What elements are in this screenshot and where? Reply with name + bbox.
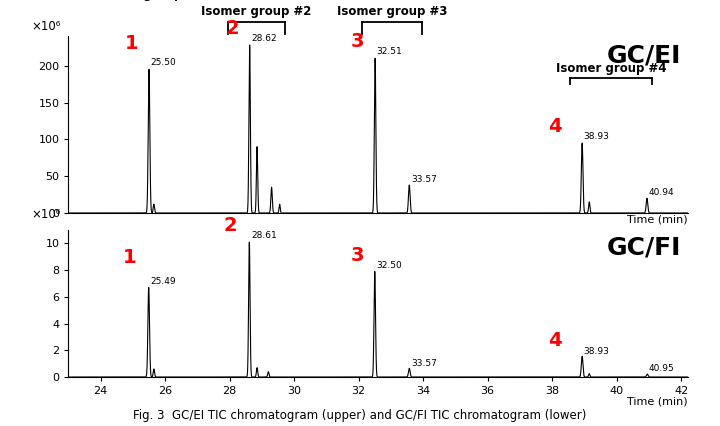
Text: ×10⁶: ×10⁶	[31, 20, 60, 33]
Text: 3: 3	[351, 32, 364, 51]
Text: 38.93: 38.93	[584, 132, 610, 141]
Text: 38.93: 38.93	[584, 347, 610, 356]
Text: GC/FI: GC/FI	[607, 236, 681, 260]
Text: 32.51: 32.51	[377, 47, 402, 56]
Text: ×10⁶: ×10⁶	[31, 208, 60, 221]
Text: 4: 4	[548, 117, 562, 135]
Text: 1: 1	[122, 248, 136, 268]
Text: 33.57: 33.57	[411, 175, 437, 184]
Text: 2: 2	[225, 19, 239, 37]
Text: 32.50: 32.50	[377, 261, 402, 270]
Text: 2: 2	[223, 216, 237, 236]
Text: 4: 4	[548, 331, 562, 350]
Text: GC/EI: GC/EI	[607, 43, 681, 67]
Text: 40.94: 40.94	[649, 188, 674, 197]
Text: Time (min): Time (min)	[627, 396, 688, 406]
Text: Isomer group #1: Isomer group #1	[94, 0, 204, 1]
Text: Isomer group #2: Isomer group #2	[202, 5, 312, 17]
Text: 33.57: 33.57	[411, 359, 437, 368]
Text: 28.61: 28.61	[251, 231, 276, 240]
Text: Fig. 3  GC/EI TIC chromatogram (upper) and GC/FI TIC chromatogram (lower): Fig. 3 GC/EI TIC chromatogram (upper) an…	[133, 409, 587, 422]
Text: Time (min): Time (min)	[627, 215, 688, 225]
Text: Isomer group #4: Isomer group #4	[556, 61, 666, 75]
Text: 25.50: 25.50	[150, 58, 176, 67]
Text: 40.95: 40.95	[649, 364, 675, 374]
Text: 28.62: 28.62	[251, 34, 277, 43]
Text: 1: 1	[125, 34, 138, 53]
Text: 25.49: 25.49	[150, 277, 176, 286]
Text: Isomer group #3: Isomer group #3	[336, 5, 447, 17]
Text: 3: 3	[351, 246, 364, 265]
